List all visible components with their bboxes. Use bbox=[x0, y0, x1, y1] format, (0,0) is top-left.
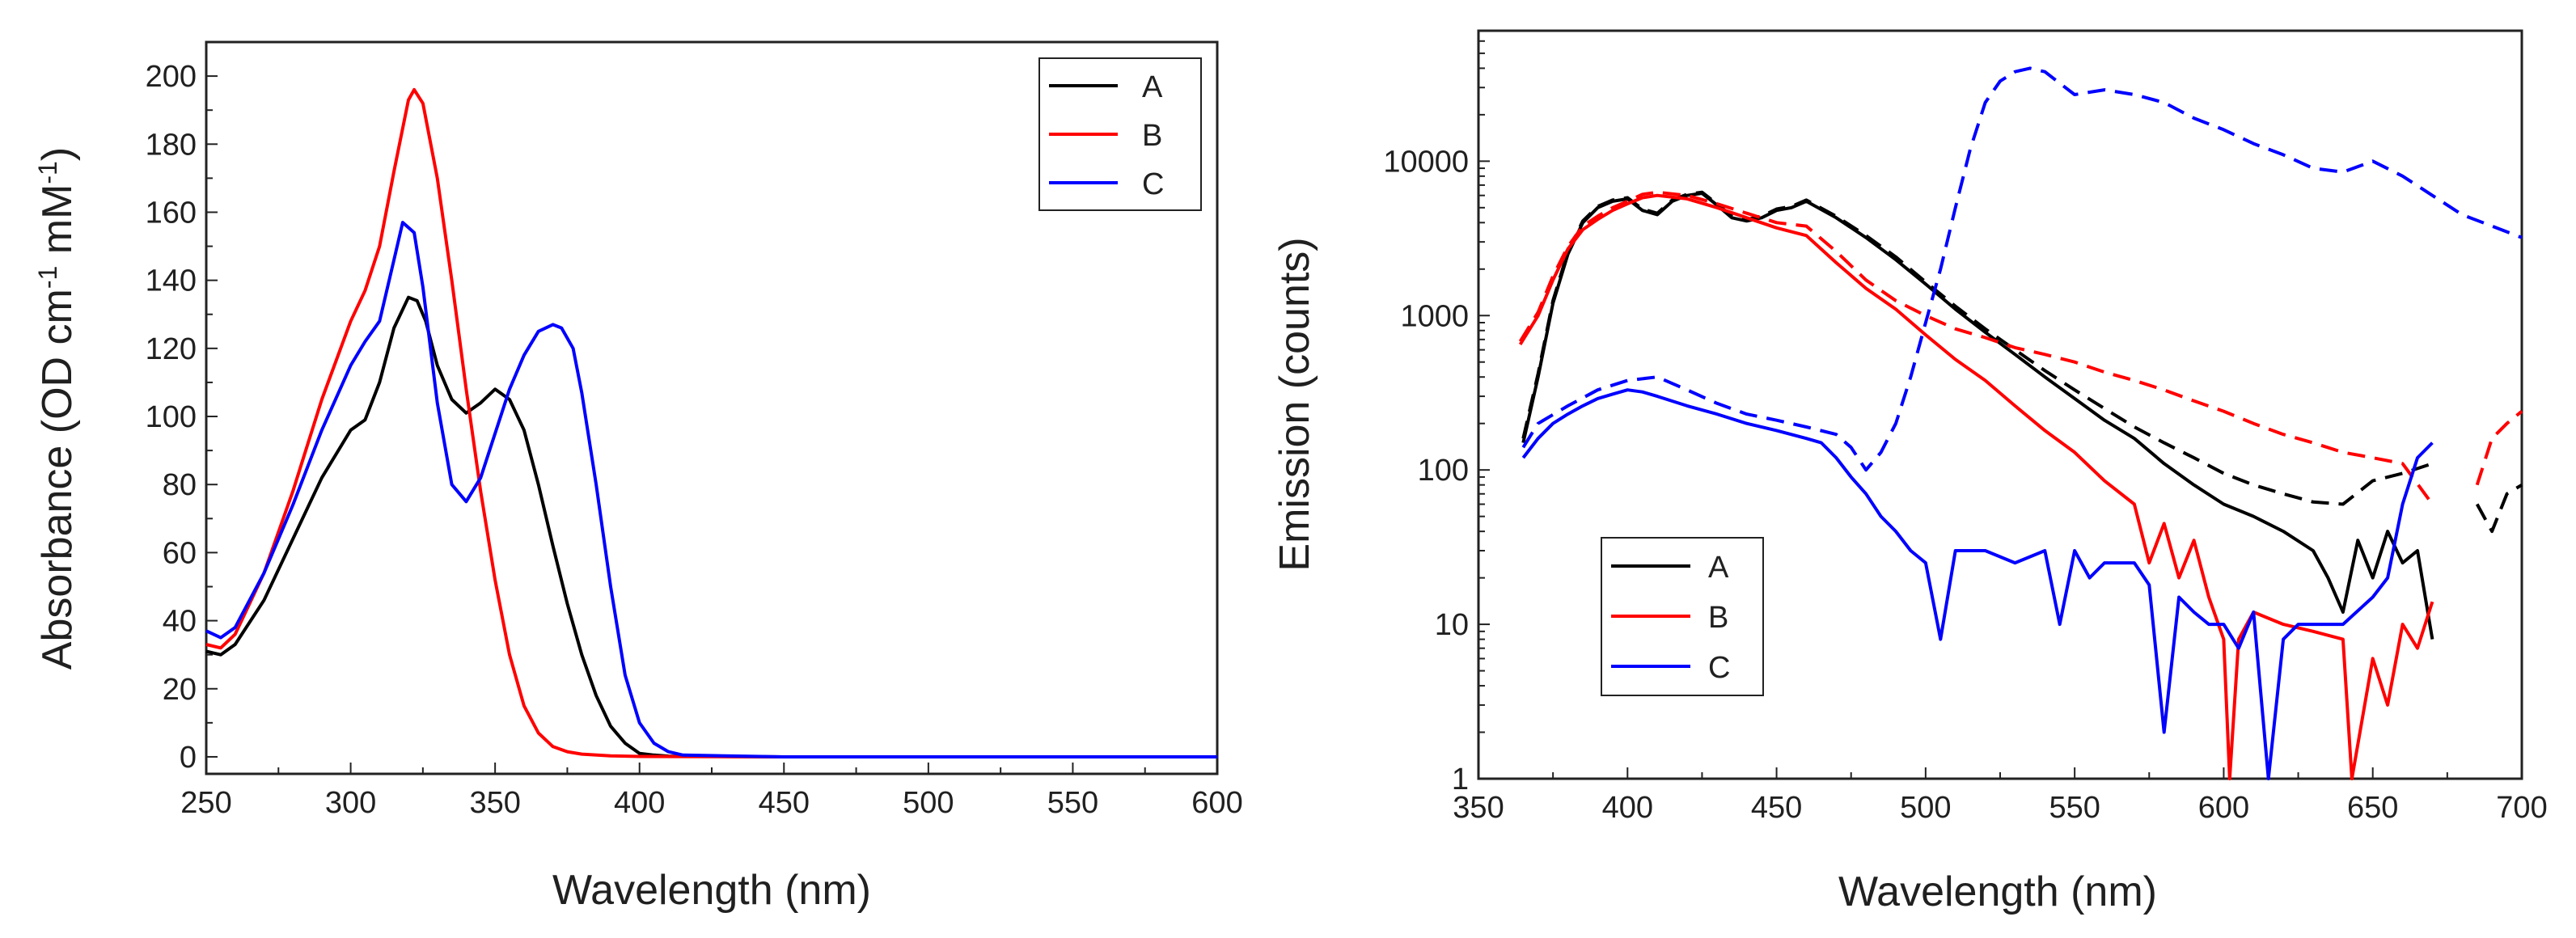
absorbance-y-tick-label: 80 bbox=[163, 468, 197, 502]
absorbance-y-tick-label: 0 bbox=[180, 741, 197, 775]
emission-y-tick-label: 1000 bbox=[1400, 299, 1469, 333]
emission-ticks: 350 400 450 500 550 600 650 700 1 10 100 1000 10000 bbox=[1383, 30, 2548, 825]
emission-x-tick-label: 500 bbox=[1900, 791, 1951, 825]
absorbance-series-c bbox=[205, 221, 1217, 758]
y-title-part-2: mM bbox=[34, 184, 81, 266]
absorbance-x-tick-label: 300 bbox=[325, 786, 376, 820]
legend2-label-a: A bbox=[1708, 551, 1729, 585]
absorbance-series-b bbox=[205, 87, 1217, 758]
absorbance-y-tick-label: 100 bbox=[146, 400, 197, 434]
absorbance-series-a bbox=[205, 295, 1217, 758]
emission-x-tick-label: 550 bbox=[2049, 791, 2100, 825]
absorbance-y-tick-label: 40 bbox=[163, 605, 197, 639]
absorbance-y-tick-label: 160 bbox=[146, 196, 197, 230]
absorbance-x-tick-label: 400 bbox=[614, 786, 665, 820]
absorbance-legend: A B C bbox=[1038, 57, 1202, 211]
emission-x-axis-title: Wavelength (nm) bbox=[1838, 868, 2157, 915]
y-title-sup-1: -1 bbox=[33, 266, 62, 289]
legend-label-a: A bbox=[1142, 70, 1163, 104]
absorbance-series bbox=[205, 87, 1217, 758]
emission-series-b-dashed bbox=[1518, 190, 2434, 505]
emission-x-tick-label: 400 bbox=[1602, 791, 1653, 825]
absorbance-y-tick-label: 180 bbox=[146, 128, 197, 162]
emission-series-b-solid bbox=[1518, 193, 2434, 780]
absorbance-chart: 250 300 350 400 450 500 550 600 0 20 40 60 80 100 120 1… bbox=[33, 40, 1243, 914]
y-title-part-1: Absorbance (OD cm bbox=[34, 289, 81, 670]
emission-chart: 350 400 450 500 550 600 650 700110100100010000 … bbox=[1271, 29, 2548, 915]
emission-legend: A B C bbox=[1601, 537, 1764, 696]
absorbance-y-tick-label: 200 bbox=[146, 60, 197, 94]
legend-label-c: C bbox=[1142, 167, 1164, 201]
absorbance-x-tick-label: 550 bbox=[1047, 786, 1098, 820]
absorbance-y-tick-label: 140 bbox=[146, 264, 197, 298]
absorbance-x-tick-label: 600 bbox=[1191, 786, 1242, 820]
emission-series bbox=[1518, 66, 2523, 780]
y-title-sup-2: -1 bbox=[33, 161, 62, 184]
legend2-label-b: B bbox=[1708, 601, 1728, 635]
emission-y-tick-label: 1 bbox=[1452, 763, 1469, 796]
emission-x-tick-label: 650 bbox=[2347, 791, 2398, 825]
emission-series-a-dashed-red-end bbox=[2475, 483, 2523, 534]
absorbance-ticks: 250 300 350 400 450 500 550 600 0 20 40 60 80 100 120 1… bbox=[146, 60, 1243, 820]
legend-label-b: B bbox=[1142, 119, 1162, 153]
emission-x-tick-label: 600 bbox=[2198, 791, 2249, 825]
emission-x-tick-label: 700 bbox=[2496, 791, 2547, 825]
absorbance-y-tick-label: 60 bbox=[163, 536, 197, 570]
emission-x-tick-label: 450 bbox=[1751, 791, 1802, 825]
emission-series-c-dashed bbox=[1521, 66, 2523, 472]
legend2-label-c: C bbox=[1708, 651, 1730, 685]
absorbance-x-axis-title: Wavelength (nm) bbox=[552, 867, 871, 914]
emission-y-tick-label: 10000 bbox=[1383, 145, 1469, 179]
emission-x-tick-label: 350 bbox=[1453, 791, 1504, 825]
absorbance-x-tick-label: 250 bbox=[180, 786, 231, 820]
absorbance-y-tick-label: 120 bbox=[146, 332, 197, 366]
emission-y-axis-title: Emission (counts) bbox=[1271, 237, 1318, 571]
emission-y-tick-label: 10 bbox=[1435, 608, 1469, 642]
emission-series-c-solid bbox=[1521, 388, 2434, 780]
absorbance-y-axis-title: Absorbance (OD cm-1 mM-1) bbox=[33, 147, 81, 670]
emission-series-b-dashed-end bbox=[2475, 410, 2523, 486]
absorbance-x-tick-label: 350 bbox=[469, 786, 520, 820]
absorbance-x-tick-label: 500 bbox=[903, 786, 954, 820]
emission-y-tick-label: 100 bbox=[1418, 454, 1469, 488]
absorbance-x-tick-label: 450 bbox=[759, 786, 810, 820]
y-title-part-3: ) bbox=[34, 147, 81, 161]
absorbance-y-tick-label: 20 bbox=[163, 673, 197, 707]
emission-series-a-dashed bbox=[1521, 190, 2434, 506]
